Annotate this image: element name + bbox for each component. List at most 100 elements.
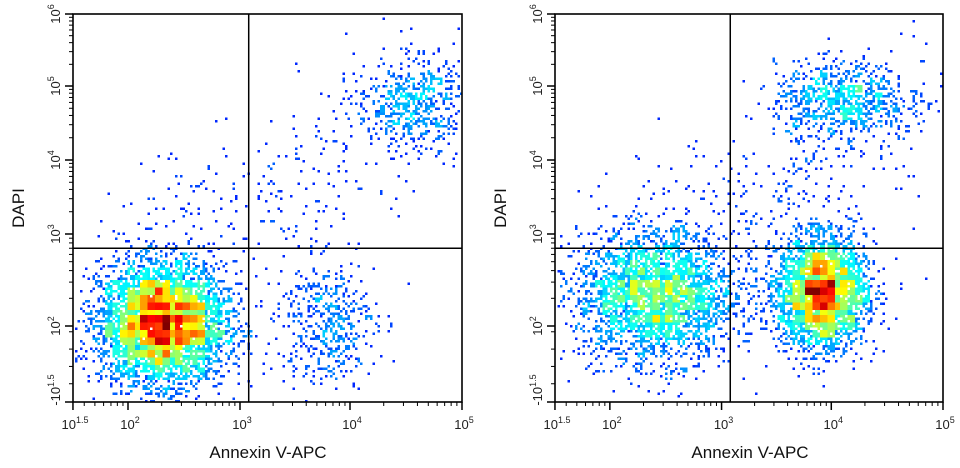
event-dot [230, 335, 233, 338]
event-dot [197, 337, 200, 340]
event-dot [110, 312, 113, 315]
event-dot [112, 332, 115, 335]
event-dot [130, 385, 133, 388]
event-dot [207, 295, 210, 298]
event-dot [162, 332, 165, 335]
event-dot [205, 322, 208, 325]
event-dot [160, 282, 163, 285]
event-dot [142, 345, 145, 348]
event-dot [175, 317, 178, 320]
event-dot [147, 270, 150, 273]
event-dot [115, 280, 118, 283]
event-dot [165, 325, 168, 328]
event-dot [210, 345, 213, 348]
event-dot [220, 365, 223, 368]
event-dot [95, 272, 98, 275]
event-dot [160, 262, 163, 265]
event-dot [185, 362, 188, 365]
event-dot [190, 300, 193, 303]
event-dot [180, 365, 183, 368]
event-dot [170, 355, 173, 358]
event-dot [195, 297, 198, 300]
event-dot [202, 290, 205, 293]
event-dot [195, 335, 198, 338]
event-dot [195, 342, 198, 345]
event-dot [212, 385, 215, 388]
event-dot [200, 377, 203, 380]
event-dot [205, 325, 208, 328]
event-dot [152, 367, 155, 370]
event-dot [190, 285, 193, 288]
event-dot [107, 325, 110, 328]
event-dot [182, 285, 185, 288]
event-dot [145, 375, 148, 378]
event-dot [192, 312, 195, 315]
event-dot [95, 372, 98, 375]
event-dot [155, 257, 158, 260]
event-dot [170, 337, 173, 340]
event-dot [157, 287, 160, 290]
event-dot [167, 285, 170, 288]
event-dot [187, 282, 190, 285]
event-dot [127, 307, 130, 310]
event-dot [182, 277, 185, 280]
event-dot [187, 307, 190, 310]
event-dot [147, 350, 150, 353]
event-dot [152, 300, 155, 303]
event-dot [130, 297, 133, 300]
dot-plot-untreated: DAPI Annexin V-APC 101.5 102 103 104 105-101… [9, 4, 474, 462]
event-dot [195, 290, 198, 293]
event-dot [180, 300, 183, 303]
event-dot [202, 297, 205, 300]
event-dot [137, 310, 140, 313]
event-dot [127, 285, 130, 288]
event-dot [92, 305, 95, 308]
event-dot [170, 320, 173, 323]
event-dot [165, 292, 168, 295]
event-dot [190, 380, 193, 383]
event-dot [142, 272, 145, 275]
event-dot [142, 277, 145, 280]
event-dot [170, 277, 173, 280]
event-dot [137, 332, 140, 335]
event-dot [177, 287, 180, 290]
event-dot [107, 305, 110, 308]
event-dot [220, 350, 223, 353]
event-dot [147, 382, 150, 385]
event-dot [210, 265, 213, 268]
event-dot [145, 310, 148, 313]
event-dot [180, 322, 183, 325]
event-dot [177, 392, 180, 395]
event-dot [157, 295, 160, 298]
event-dot [95, 337, 98, 340]
event-dot [157, 377, 160, 380]
event-dot [255, 305, 258, 308]
event-dot [142, 310, 145, 313]
event-dot [152, 350, 155, 353]
event-dot [170, 297, 173, 300]
event-dot [157, 302, 160, 305]
event-dot [240, 325, 243, 328]
event-dot [130, 327, 133, 330]
event-dot [170, 335, 173, 338]
event-dot [167, 292, 170, 295]
event-dot [162, 300, 165, 303]
event-dot [172, 357, 175, 360]
event-dot [115, 330, 118, 333]
event-dot [90, 290, 93, 293]
event-dot [110, 292, 113, 295]
event-dot [212, 312, 215, 315]
event-dot [195, 382, 198, 385]
event-dot [197, 340, 200, 343]
event-dot [202, 260, 205, 263]
event-dot [122, 350, 125, 353]
event-dot [177, 312, 180, 315]
event-dot [195, 325, 198, 328]
event-dot [122, 330, 125, 333]
event-dot [227, 342, 230, 345]
event-dot [167, 325, 170, 328]
event-dot [177, 272, 180, 275]
event-dot [157, 342, 160, 345]
event-dot [195, 357, 198, 360]
event-dot [232, 310, 235, 313]
